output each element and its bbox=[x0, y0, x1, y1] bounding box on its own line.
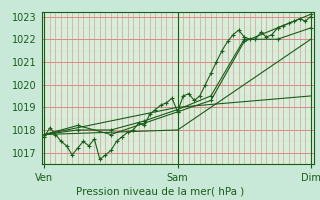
Text: Pression niveau de la mer( hPa ): Pression niveau de la mer( hPa ) bbox=[76, 186, 244, 196]
